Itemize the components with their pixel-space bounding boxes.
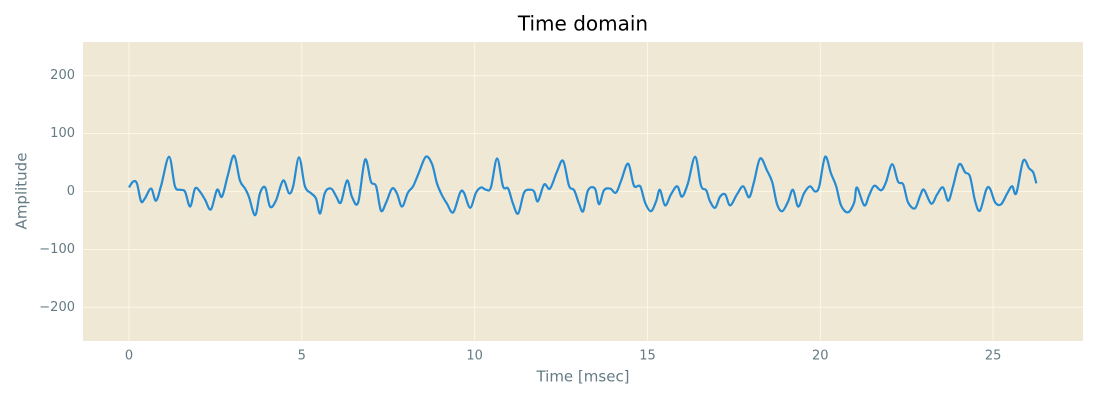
y-tick-label: 200	[50, 68, 75, 83]
x-tick-label: 15	[639, 349, 656, 364]
x-tick-label: 20	[812, 349, 829, 364]
x-axis-label: Time [msec]	[535, 368, 629, 386]
y-tick-label: 100	[50, 126, 75, 141]
y-tick-label: −100	[39, 242, 75, 257]
chart-title: Time domain	[517, 12, 648, 36]
x-tick-label: 0	[125, 349, 133, 364]
y-tick-label: −200	[39, 300, 75, 315]
x-tick-label: 5	[298, 349, 306, 364]
x-tick-label: 25	[985, 349, 1002, 364]
y-axis-label: Amplitude	[13, 153, 31, 230]
y-tick-label: 0	[67, 184, 75, 199]
x-tick-label: 10	[466, 349, 483, 364]
signal-line	[128, 154, 1038, 217]
